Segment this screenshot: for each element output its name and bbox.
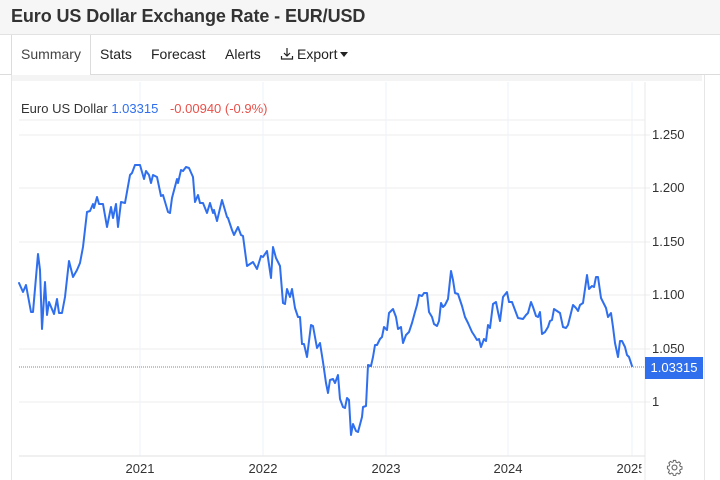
tab-export[interactable]: Export	[280, 35, 349, 74]
last-price-label: 1.03315	[645, 357, 703, 379]
x-tick-label: 2024	[493, 461, 523, 476]
tab-alerts[interactable]: Alerts	[225, 46, 261, 62]
y-tick-label: 1.250	[652, 127, 685, 142]
tab-forecast[interactable]: Forecast	[151, 46, 206, 62]
y-tick-label: 1.050	[652, 341, 685, 356]
tab-stats[interactable]: Stats	[100, 46, 132, 62]
x-tick-label: 2023	[371, 461, 401, 476]
y-tick-label: 1.150	[652, 234, 685, 249]
panel-top-band	[12, 75, 702, 81]
x-tick-label: 2021	[125, 461, 155, 476]
tab-bar: Summary Stats Forecast Alerts Export	[0, 35, 720, 75]
chart-legend: Euro US Dollar 1.03315 -0.00940 (-0.9%)	[21, 101, 268, 116]
export-label: Export	[297, 46, 338, 62]
legend-change: -0.00940 (-0.9%)	[169, 101, 268, 116]
chart-panel	[11, 75, 705, 480]
page-header: Euro US Dollar Exchange Rate - EUR/USD	[0, 0, 720, 35]
page-title: Euro US Dollar Exchange Rate - EUR/USD	[11, 6, 366, 26]
gear-icon[interactable]	[666, 459, 683, 476]
x-tick-label: 2025	[616, 461, 646, 476]
download-icon	[280, 48, 294, 60]
legend-price: 1.03315	[111, 101, 159, 116]
price-series-line	[18, 164, 633, 436]
y-tick-label: 1.200	[652, 180, 685, 195]
legend-series-name: Euro US Dollar	[21, 101, 108, 116]
y-tick-label: 1.100	[652, 287, 685, 302]
grid-lines	[19, 82, 650, 480]
caret-down-icon	[340, 52, 349, 57]
x-tick-label: 2022	[248, 461, 278, 476]
tab-summary[interactable]: Summary	[11, 35, 91, 75]
y-tick-label: 1	[652, 394, 660, 409]
